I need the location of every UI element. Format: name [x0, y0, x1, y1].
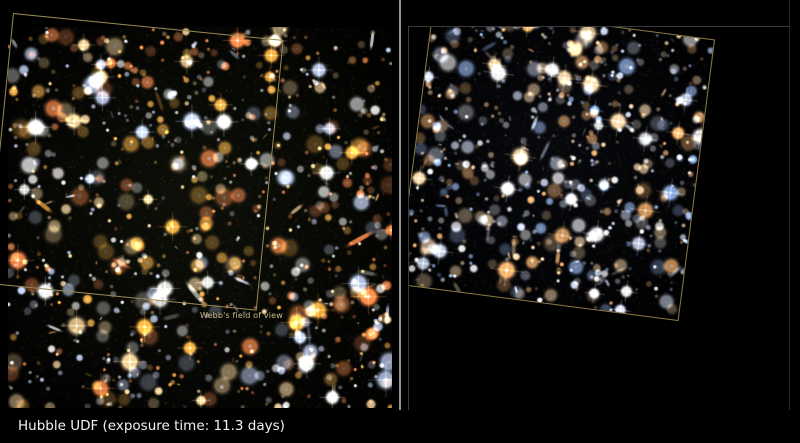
panel-divider-dark — [789, 0, 790, 410]
panel-divider-light — [399, 0, 401, 410]
hubble-galaxy-field — [8, 27, 392, 408]
webb-deep-field-frame — [409, 27, 790, 408]
webb-galaxy-field — [409, 27, 714, 320]
webb-deep-field-image — [409, 27, 716, 322]
panel-hubble: Webb's field of view Hubble UDF (exposur… — [0, 13, 392, 434]
hubble-deep-field-image — [8, 27, 392, 408]
caption-hubble: Hubble UDF (exposure time: 11.3 days) — [18, 418, 285, 434]
webb-field-of-view-label: Webb's field of view — [200, 311, 283, 320]
